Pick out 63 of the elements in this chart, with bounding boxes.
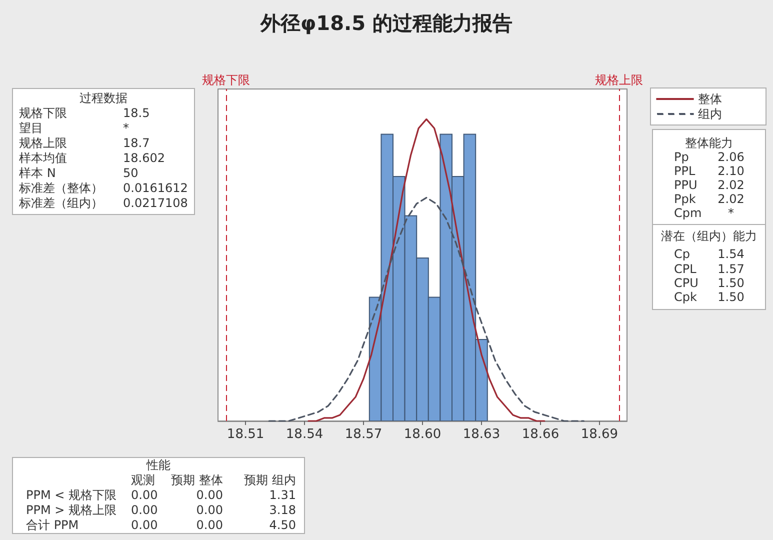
text: 1.54 [718, 247, 744, 262]
data-label: 1.31 [268, 488, 296, 503]
text: 潜在（组内）能力 [660, 229, 758, 244]
data-label: 0.00 [195, 488, 223, 503]
text: 18.7 [123, 136, 150, 150]
text: 1.57 [718, 262, 744, 276]
text: 2.06 [718, 150, 744, 164]
category-label: 规格上限 [19, 136, 68, 151]
x-tick-label: 18.63 [462, 427, 500, 442]
text: 1.50 [718, 290, 744, 304]
data-label: 3.18 [268, 503, 296, 518]
category-label: PPM < 规格下限 [26, 488, 118, 503]
category-label: PPU [674, 178, 698, 192]
category-label: 规格下限 [19, 106, 68, 121]
text: 预期 组内 [243, 473, 296, 488]
ref-line-label: 规格下限 [202, 73, 250, 87]
text: 50 [123, 166, 138, 180]
text: 预期 整体 [170, 473, 223, 488]
data-label: 0.00 [131, 488, 159, 503]
series-label: 观测 [131, 473, 156, 488]
category-label: PPM > 规格上限 [26, 503, 118, 518]
text: * [123, 121, 129, 135]
x-tick-label: 18.57 [344, 427, 382, 442]
category-label: Ppk [674, 192, 697, 206]
text: 1.50 [718, 276, 744, 290]
text: 2.02 [718, 178, 744, 192]
x-tick-label: 18.69 [580, 427, 618, 442]
category-label: Cpk [674, 290, 698, 304]
x-tick-label: 18.54 [286, 427, 324, 442]
ref-line-label: 规格上限 [595, 73, 644, 87]
category-label: Cpm [674, 206, 703, 220]
x-tick-label: 18.60 [404, 427, 442, 442]
category-label: 样本均值 [19, 151, 68, 166]
data-label: 0.00 [131, 518, 159, 533]
data-label: 4.50 [268, 518, 296, 533]
data-label: 0.00 [131, 503, 159, 518]
category-label: 标准差（组内） [19, 196, 104, 211]
category-label: PPL [674, 164, 696, 178]
text: 过程数据 [78, 91, 128, 106]
text: 整体能力 [684, 136, 734, 150]
category-label: 标准差（整体） [19, 181, 104, 196]
category-label: 望目 [19, 121, 44, 136]
text: * [728, 206, 734, 220]
category-label: Cp [674, 247, 691, 262]
legend-label: 整体 [698, 92, 722, 106]
x-tick-label: 18.66 [522, 427, 560, 442]
legend-label: 组内 [698, 107, 722, 121]
category-label: 样本 N [19, 166, 57, 181]
x-tick-label: 18.51 [226, 427, 264, 442]
category-label: CPU [674, 276, 700, 290]
chart-title: 外径φ18.5 的过程能力报告 [260, 11, 512, 35]
text: 2.02 [718, 192, 744, 206]
data-label: 0.00 [195, 518, 223, 533]
text: 性能 [145, 458, 172, 473]
category-label: 合计 PPM [26, 518, 80, 533]
text: 18.5 [123, 106, 150, 120]
text: 0.0161612 [123, 181, 188, 195]
text: 18.602 [123, 151, 165, 165]
text: 0.0217108 [123, 196, 188, 210]
text: 2.10 [718, 164, 744, 178]
data-label: 0.00 [195, 503, 223, 518]
category-label: CPL [674, 262, 698, 276]
category-label: Pp [674, 150, 690, 164]
